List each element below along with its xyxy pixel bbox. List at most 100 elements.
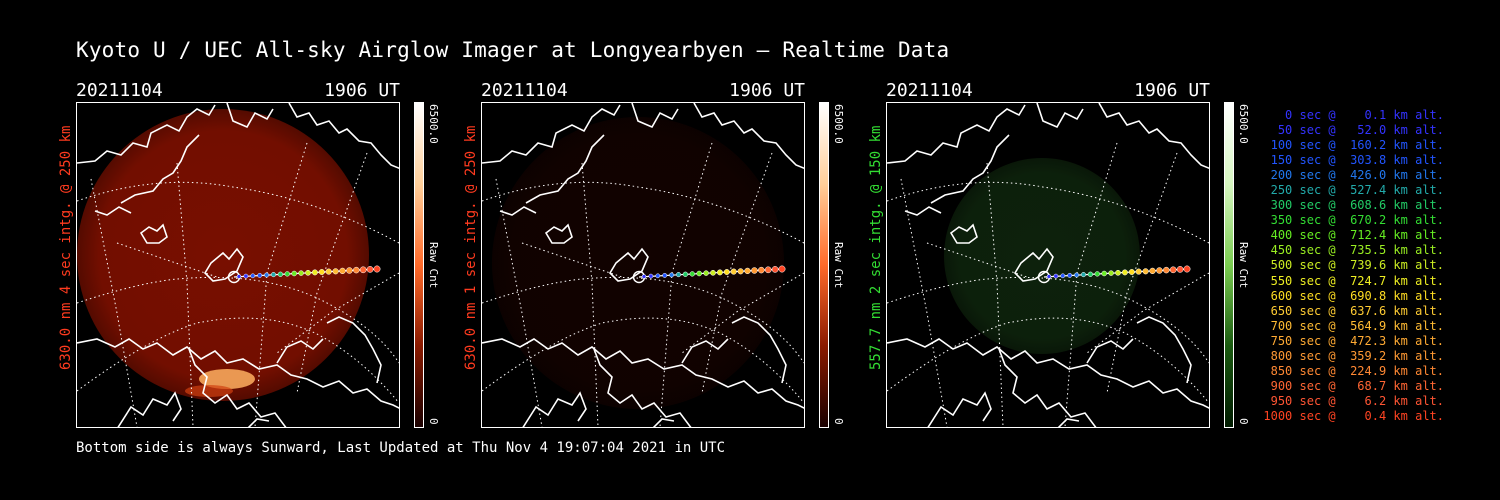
legend-row: 950 sec @ 6.2 km alt. [1263, 393, 1444, 408]
legend-row: 850 sec @ 224.9 km alt. [1263, 363, 1444, 378]
allsky-svg [887, 103, 1209, 427]
trajectory-point [1108, 270, 1114, 276]
trajectory-point [737, 268, 744, 275]
allsky-svg [482, 103, 804, 427]
trajectory-point [1169, 266, 1177, 274]
panel-557-2s: 20211104 1906 UT [886, 80, 1234, 430]
trajectory-point [305, 269, 311, 276]
trajectory-point [311, 269, 318, 276]
trajectory-point [751, 267, 758, 274]
trajectory-point [236, 274, 242, 279]
allsky-image [886, 102, 1210, 428]
trajectory-point [318, 269, 325, 275]
trajectory-point [1046, 274, 1052, 279]
trajectory-point [1156, 267, 1163, 274]
trajectory-point [1135, 268, 1142, 275]
trajectory-point [1053, 273, 1059, 279]
allsky-image [76, 102, 400, 428]
trajectory-point [1163, 266, 1170, 274]
trajectory-point [682, 271, 689, 277]
trajectory-point [257, 272, 263, 278]
trajectory-point [1142, 268, 1149, 275]
legend-row: 400 sec @ 712.4 km alt. [1263, 228, 1444, 243]
trajectory-point [270, 272, 277, 278]
aurora-spot [185, 385, 233, 397]
colorbar-max: 6500.0 [1237, 104, 1250, 144]
trajectory-point [655, 273, 661, 279]
trajectory-point [1080, 272, 1087, 278]
allsky-image [481, 102, 805, 428]
colorbar-min: 0 [832, 418, 845, 425]
trajectory-point [744, 267, 751, 275]
trajectory-point [284, 271, 290, 277]
panel-date: 20211104 [76, 80, 163, 101]
trajectory-point [1067, 272, 1073, 278]
trajectory-point [648, 273, 654, 279]
trajectory-point [641, 274, 647, 279]
legend-row: 300 sec @ 608.6 km alt. [1263, 198, 1444, 213]
trajectory-point [1149, 267, 1156, 275]
colorbar [1224, 102, 1234, 428]
map-grid [482, 142, 804, 427]
coastline [482, 103, 804, 427]
trajectory-point [1121, 269, 1128, 276]
legend-row: 600 sec @ 690.8 km alt. [1263, 288, 1444, 303]
trajectory-point [1094, 271, 1100, 277]
legend-row: 550 sec @ 724.7 km alt. [1263, 273, 1444, 288]
colorbar-max: 6500.0 [427, 104, 440, 144]
footer-status: Bottom side is always Sunward, Last Upda… [76, 440, 726, 456]
trajectory-point [758, 266, 765, 274]
colorbar [414, 102, 424, 428]
trajectory-point [689, 271, 695, 277]
legend-row: 500 sec @ 739.6 km alt. [1263, 258, 1444, 273]
panel-630-4s: 20211104 1906 UT [76, 80, 424, 430]
trajectory-point [298, 270, 304, 276]
trajectory-point [662, 272, 668, 278]
trajectory-point [710, 269, 716, 276]
trajectory-point [675, 272, 682, 278]
legend-row: 700 sec @ 564.9 km alt. [1263, 318, 1444, 333]
map-grid [887, 142, 1209, 427]
panel-time: 1906 UT [1134, 80, 1210, 101]
trajectory-point [703, 270, 709, 276]
map-grid [77, 142, 399, 427]
colorbar-min: 0 [427, 418, 440, 425]
trajectory-point [1183, 265, 1191, 273]
trajectory-point [1115, 269, 1121, 276]
panel-wavelength-label: 630.0 nm 1 sec intg. @ 250 km [463, 125, 479, 370]
trajectory-point [291, 270, 297, 277]
aurora-spot [199, 369, 255, 389]
legend-row: 1000 sec @ 0.4 km alt. [1263, 408, 1444, 423]
trajectory-point [366, 266, 374, 273]
trajectory-point [1074, 272, 1080, 278]
panel-time: 1906 UT [324, 80, 400, 101]
colorbar-unit: Raw Cnt [427, 242, 440, 289]
legend-row: 350 sec @ 670.2 km alt. [1263, 213, 1444, 228]
trajectory-point [669, 272, 675, 278]
legend-row: 800 sec @ 359.2 km alt. [1263, 348, 1444, 363]
trajectory-point [359, 266, 367, 274]
colorbar [819, 102, 829, 428]
panel-630-1s: 20211104 1906 UT [481, 80, 829, 430]
trajectory-point [771, 266, 779, 273]
coastline [887, 103, 1209, 427]
trajectory-point [332, 268, 339, 275]
trajectory-point [1087, 271, 1094, 277]
trajectory-point [353, 266, 360, 274]
panel-date: 20211104 [886, 80, 973, 101]
trajectory-point [696, 270, 702, 277]
coastline [77, 103, 399, 427]
panel-wavelength-label: 630.0 nm 4 sec intg. @ 250 km [58, 125, 74, 370]
trajectory-point [243, 273, 249, 279]
sky-disc [492, 117, 784, 409]
legend-row: 900 sec @ 68.7 km alt. [1263, 378, 1444, 393]
legend-row: 450 sec @ 735.5 km alt. [1263, 243, 1444, 258]
trajectory-point [764, 266, 772, 274]
legend-row: 650 sec @ 637.6 km alt. [1263, 303, 1444, 318]
page-title: Kyoto U / UEC All-sky Airglow Imager at … [76, 38, 950, 62]
legend-row: 750 sec @ 472.3 km alt. [1263, 333, 1444, 348]
panel-date: 20211104 [481, 80, 568, 101]
colorbar-max: 6500.0 [832, 104, 845, 144]
colorbar-min: 0 [1237, 418, 1250, 425]
legend-row: 100 sec @ 160.2 km alt. [1263, 138, 1444, 153]
